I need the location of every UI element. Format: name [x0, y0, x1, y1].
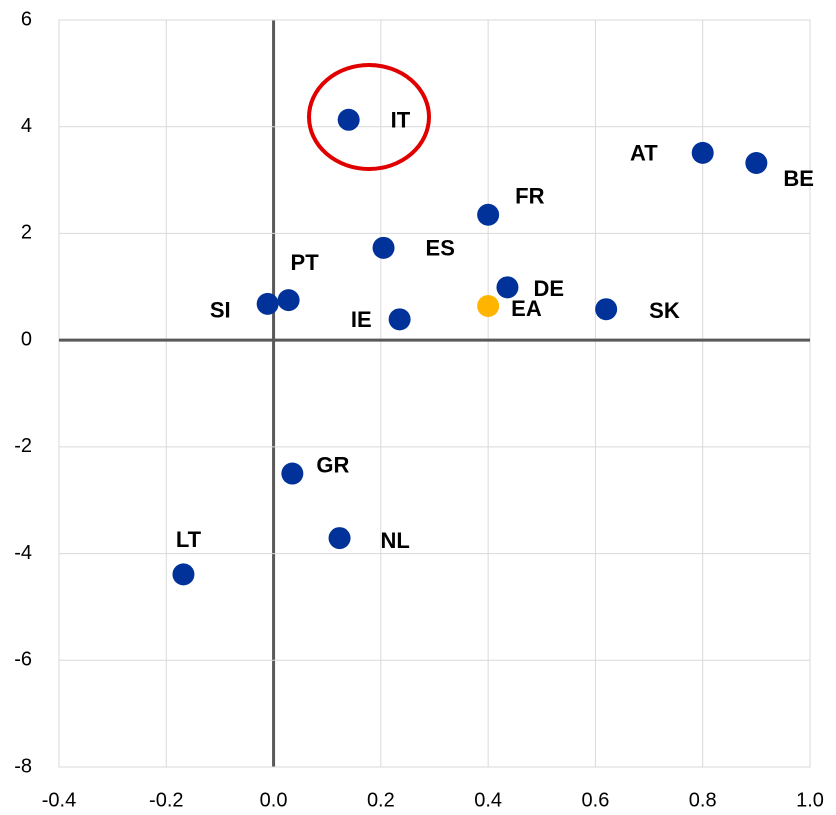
highlight-circle: [307, 63, 431, 171]
y-tick-label: 0: [21, 328, 32, 350]
point-label: SI: [210, 298, 231, 323]
point: [328, 527, 351, 550]
point: [477, 203, 500, 226]
point: [277, 289, 300, 312]
y-tick-label: -4: [14, 542, 32, 564]
point: [281, 462, 304, 485]
y-tick-label: -2: [14, 435, 32, 457]
x-tick-label: 0.6: [582, 789, 610, 811]
point: [477, 294, 500, 317]
x-tick-label: 0.8: [689, 789, 717, 811]
y-tick-label: -6: [14, 649, 32, 671]
x-tick-label: 1.0: [796, 789, 824, 811]
plot-area: [58, 19, 811, 768]
x-tick-label: 0.4: [474, 789, 502, 811]
point-label: SK: [649, 298, 680, 323]
point-label: BE: [783, 166, 814, 191]
point-label: DE: [533, 276, 564, 301]
point: [172, 563, 195, 586]
point: [388, 308, 411, 331]
point-label: GR: [316, 452, 349, 477]
x-tick-label: 0.2: [367, 789, 395, 811]
point: [337, 108, 360, 131]
point-label: PT: [291, 250, 320, 275]
point-label: ES: [426, 236, 455, 261]
y-tick-label: 4: [21, 115, 32, 137]
y-tick-label: 6: [21, 8, 32, 30]
point-label: IE: [351, 307, 372, 332]
point-label: FR: [515, 184, 544, 209]
point: [372, 236, 395, 259]
point-label: LT: [176, 527, 202, 552]
point-label: IT: [391, 108, 411, 133]
point: [595, 298, 618, 321]
y-tick-label: 2: [21, 222, 32, 244]
x-tick-label: -0.2: [149, 789, 183, 811]
point-label: EA: [511, 296, 542, 321]
point-label: AT: [630, 141, 658, 166]
point: [496, 276, 519, 299]
point: [691, 141, 714, 164]
x-tick-label: 0.0: [260, 789, 288, 811]
x-tick-label: -0.4: [42, 789, 76, 811]
y-tick-label: -8: [14, 755, 32, 777]
point-label: NL: [381, 528, 410, 553]
point: [256, 292, 279, 315]
point: [745, 151, 768, 174]
